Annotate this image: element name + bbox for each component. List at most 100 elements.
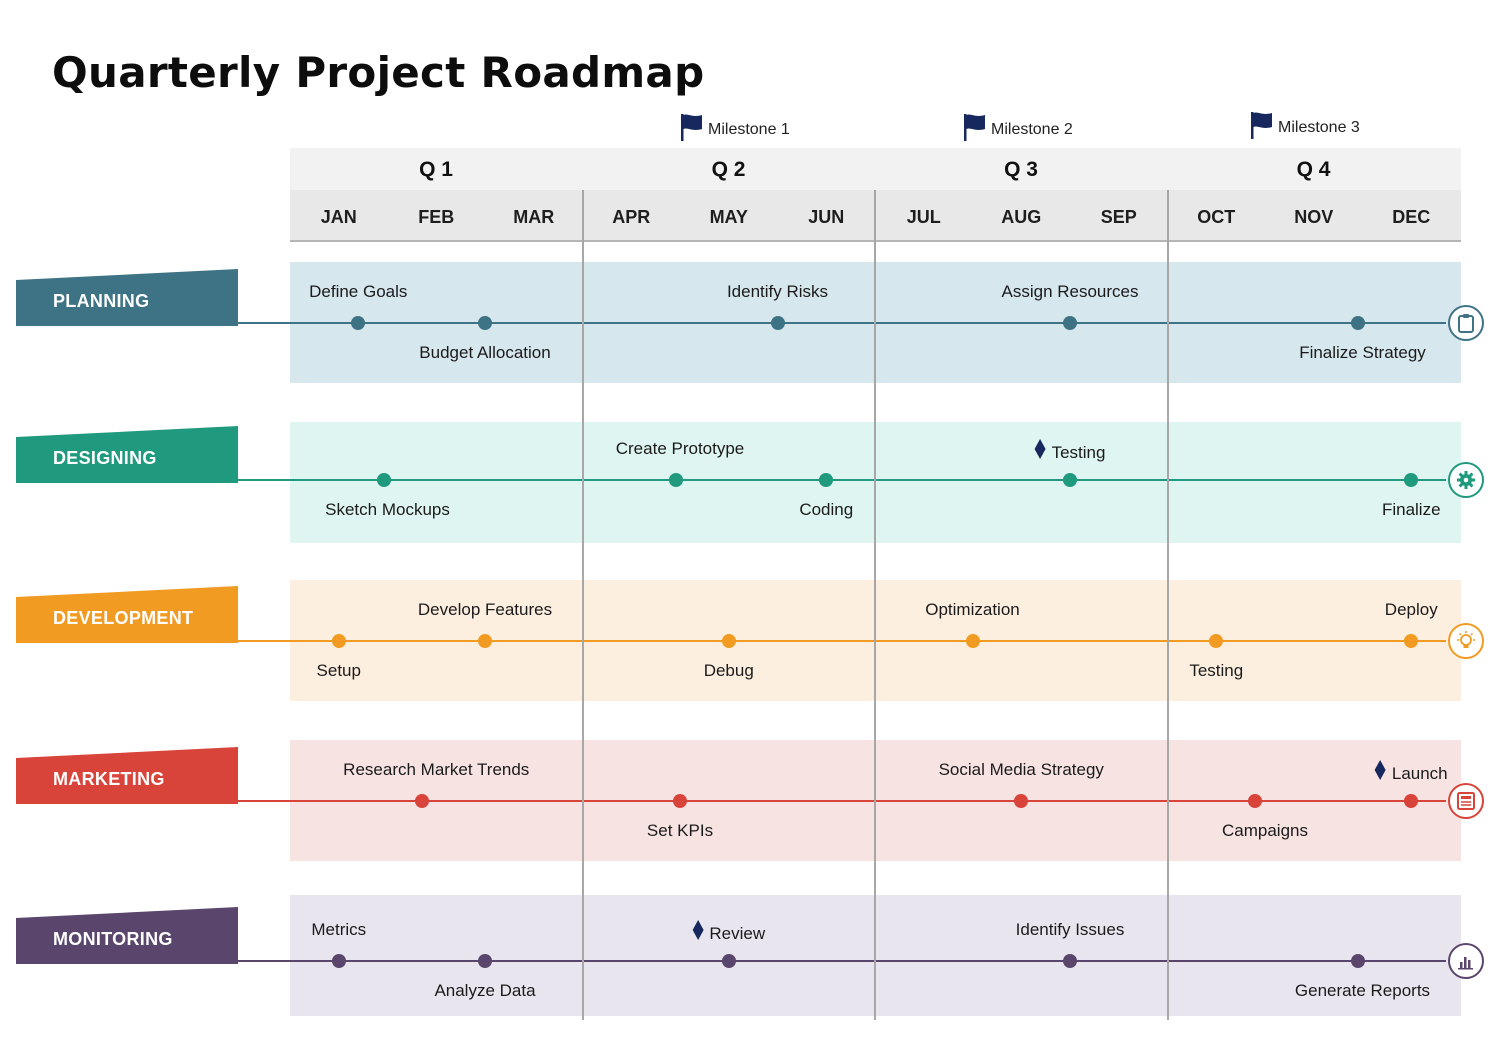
month-label: MAY: [709, 207, 748, 227]
task-label: Research Market Trends: [343, 760, 529, 780]
task-dot[interactable]: [414, 794, 429, 808]
flag-icon: [963, 113, 991, 146]
month-label: SEP: [1100, 207, 1137, 227]
task-dot[interactable]: [1404, 473, 1419, 487]
task-label: Create Prototype: [616, 439, 745, 459]
milestone-1: Milestone 1: [680, 113, 790, 146]
task-dot[interactable]: [478, 316, 492, 330]
task-label: Launch: [1374, 760, 1448, 785]
row-tag-development: DEVELOPMENT: [16, 586, 238, 643]
quarter-label: Q 1: [419, 158, 453, 181]
clipboard-icon: [1448, 305, 1484, 341]
task-dot[interactable]: [819, 473, 834, 487]
quarter-separator: [874, 190, 876, 1020]
task-label-text: Assign Resources: [1001, 282, 1139, 301]
task-dot[interactable]: [1404, 634, 1419, 648]
task-label: Coding: [799, 500, 853, 520]
task-label: Campaigns: [1222, 821, 1308, 841]
task-dot[interactable]: [1063, 954, 1077, 968]
task-dot[interactable]: [669, 473, 684, 487]
row-tag-monitoring: MONITORING: [16, 907, 238, 964]
task-label: Develop Features: [418, 600, 552, 620]
quarter-separator: [1166, 190, 1169, 1020]
task-dot[interactable]: [770, 316, 785, 330]
task-dot[interactable]: [478, 954, 492, 968]
milestone-label: Milestone 1: [708, 120, 790, 138]
task-label-text: Research Market Trends: [343, 760, 530, 779]
task-label: Analyze Data: [434, 981, 535, 1001]
task-label: Setup: [317, 661, 361, 681]
task-dot[interactable]: [1063, 316, 1077, 330]
task-dot[interactable]: [351, 316, 366, 330]
task-label-text: Testing: [1051, 443, 1106, 462]
task-label-text: Budget Allocation: [419, 343, 551, 362]
task-dot[interactable]: [1209, 634, 1224, 648]
task-label: Testing: [1189, 661, 1243, 681]
task-dot[interactable]: [1063, 473, 1077, 487]
bar-chart-icon: [1448, 943, 1484, 979]
milestone-label: Milestone 2: [991, 120, 1073, 138]
lightbulb-icon: [1448, 623, 1484, 659]
task-label-text: Identify Issues: [1015, 920, 1125, 939]
task-dot[interactable]: [721, 954, 736, 968]
task-label-text: Optimization: [925, 600, 1020, 619]
task-label: Metrics: [311, 920, 366, 940]
row-line: [16, 322, 1446, 324]
task-label: Sketch Mockups: [325, 500, 450, 520]
row-tag-marketing: MARKETING: [16, 747, 238, 804]
task-label: Finalize: [1382, 500, 1441, 520]
month-label: JUL: [906, 207, 941, 227]
task-label: Testing: [1034, 439, 1106, 464]
row-tag-designing: DESIGNING: [16, 426, 238, 483]
quarter-separator: [581, 190, 584, 1020]
task-dot[interactable]: [1248, 794, 1263, 808]
row-label: MARKETING: [53, 769, 165, 789]
task-label-text: Identify Risks: [726, 282, 829, 301]
month-label: MAR: [513, 207, 555, 227]
task-label: Assign Resources: [1001, 282, 1138, 302]
task-label-text: Debug: [703, 661, 754, 680]
task-label-text: Develop Features: [417, 600, 553, 619]
task-dot[interactable]: [376, 473, 391, 487]
task-dot[interactable]: [1350, 954, 1365, 968]
quarter-label: Q 2: [711, 158, 746, 181]
task-label-text: Coding: [799, 500, 854, 519]
diamond-icon: [692, 920, 704, 945]
month-label: AUG: [1001, 207, 1042, 227]
month-label: FEB: [418, 207, 455, 227]
task-dot[interactable]: [478, 634, 492, 648]
row-line: [16, 800, 1446, 802]
task-label-text: Sketch Mockups: [325, 500, 450, 519]
task-dot[interactable]: [721, 634, 736, 648]
task-dot[interactable]: [331, 954, 346, 968]
month-label: NOV: [1294, 207, 1334, 227]
task-label: Set KPIs: [647, 821, 713, 841]
row-label: MONITORING: [53, 929, 173, 949]
task-dot[interactable]: [965, 634, 980, 648]
task-label: Optimization: [925, 600, 1019, 620]
milestone-label: Milestone 3: [1278, 118, 1360, 136]
task-label-text: Social Media Strategy: [938, 760, 1104, 779]
task-dot[interactable]: [1014, 794, 1029, 808]
row-label: DEVELOPMENT: [53, 608, 194, 628]
task-label-text: Create Prototype: [615, 439, 745, 458]
month-label: APR: [612, 207, 651, 227]
task-label: Generate Reports: [1295, 981, 1430, 1001]
task-dot[interactable]: [1350, 316, 1365, 330]
task-label: Budget Allocation: [419, 343, 550, 363]
page-title: Quarterly Project Roadmap: [52, 48, 705, 97]
task-dot[interactable]: [673, 794, 687, 808]
month-label: JAN: [320, 207, 357, 227]
row-label: PLANNING: [53, 291, 150, 311]
task-label: Define Goals: [309, 282, 407, 302]
task-label: Identify Risks: [727, 282, 828, 302]
task-label-text: Analyze Data: [434, 981, 536, 1000]
task-label: Deploy: [1385, 600, 1438, 620]
task-dot[interactable]: [331, 634, 346, 648]
milestone-2: Milestone 2: [963, 113, 1073, 146]
quarter-label: Q 4: [1296, 158, 1331, 181]
task-dot[interactable]: [1404, 794, 1419, 808]
row-label: DESIGNING: [53, 448, 157, 468]
task-label-text: Launch: [1391, 764, 1448, 783]
task-label-text: Campaigns: [1222, 821, 1308, 840]
